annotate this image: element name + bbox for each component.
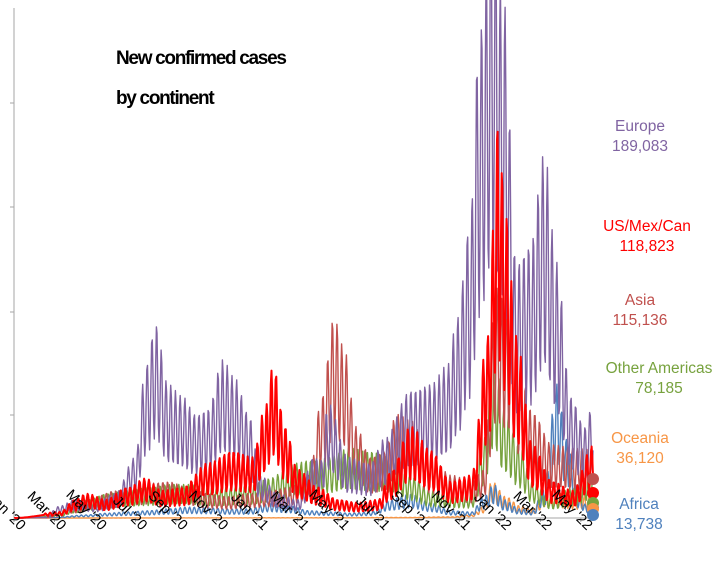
series-end-markers [587, 473, 599, 521]
series-label-africa: Africa 13,738 [579, 495, 699, 535]
end-marker-us-mex-can [587, 487, 599, 499]
series-last-value: 118,823 [619, 238, 675, 255]
series-name: Africa [619, 496, 659, 513]
series-name: US/Mex/Can [603, 218, 691, 235]
x-tick-label: Mar '20 [24, 489, 69, 534]
end-marker-africa [587, 509, 599, 521]
series-lines [13, 0, 594, 519]
series-line-us-mex-can [13, 130, 594, 519]
chart-title-line1: New confirmed cases [116, 48, 287, 69]
series-last-value: 115,136 [612, 312, 668, 329]
series-line-africa [14, 383, 594, 519]
series-last-value: 13,738 [615, 516, 663, 533]
series-label-asia: Asia 115,136 [580, 291, 700, 331]
series-label-other-americas: Other Americas 78,185 [599, 359, 719, 399]
series-last-value: 36,120 [616, 450, 664, 467]
end-marker-asia [587, 473, 599, 485]
series-label-us-mex-can: US/Mex/Can 118,823 [587, 217, 707, 257]
series-last-value: 78,185 [635, 380, 683, 397]
series-name: Other Americas [605, 360, 713, 377]
chart-title-line2: by continent [116, 88, 215, 109]
series-label-europe: Europe 189,083 [580, 117, 700, 157]
series-name: Oceania [611, 430, 669, 447]
series-label-oceania: Oceania 36,120 [580, 429, 700, 469]
series-name: Asia [624, 292, 656, 309]
series-last-value: 189,083 [611, 138, 669, 155]
series-name: Europe [615, 118, 665, 135]
